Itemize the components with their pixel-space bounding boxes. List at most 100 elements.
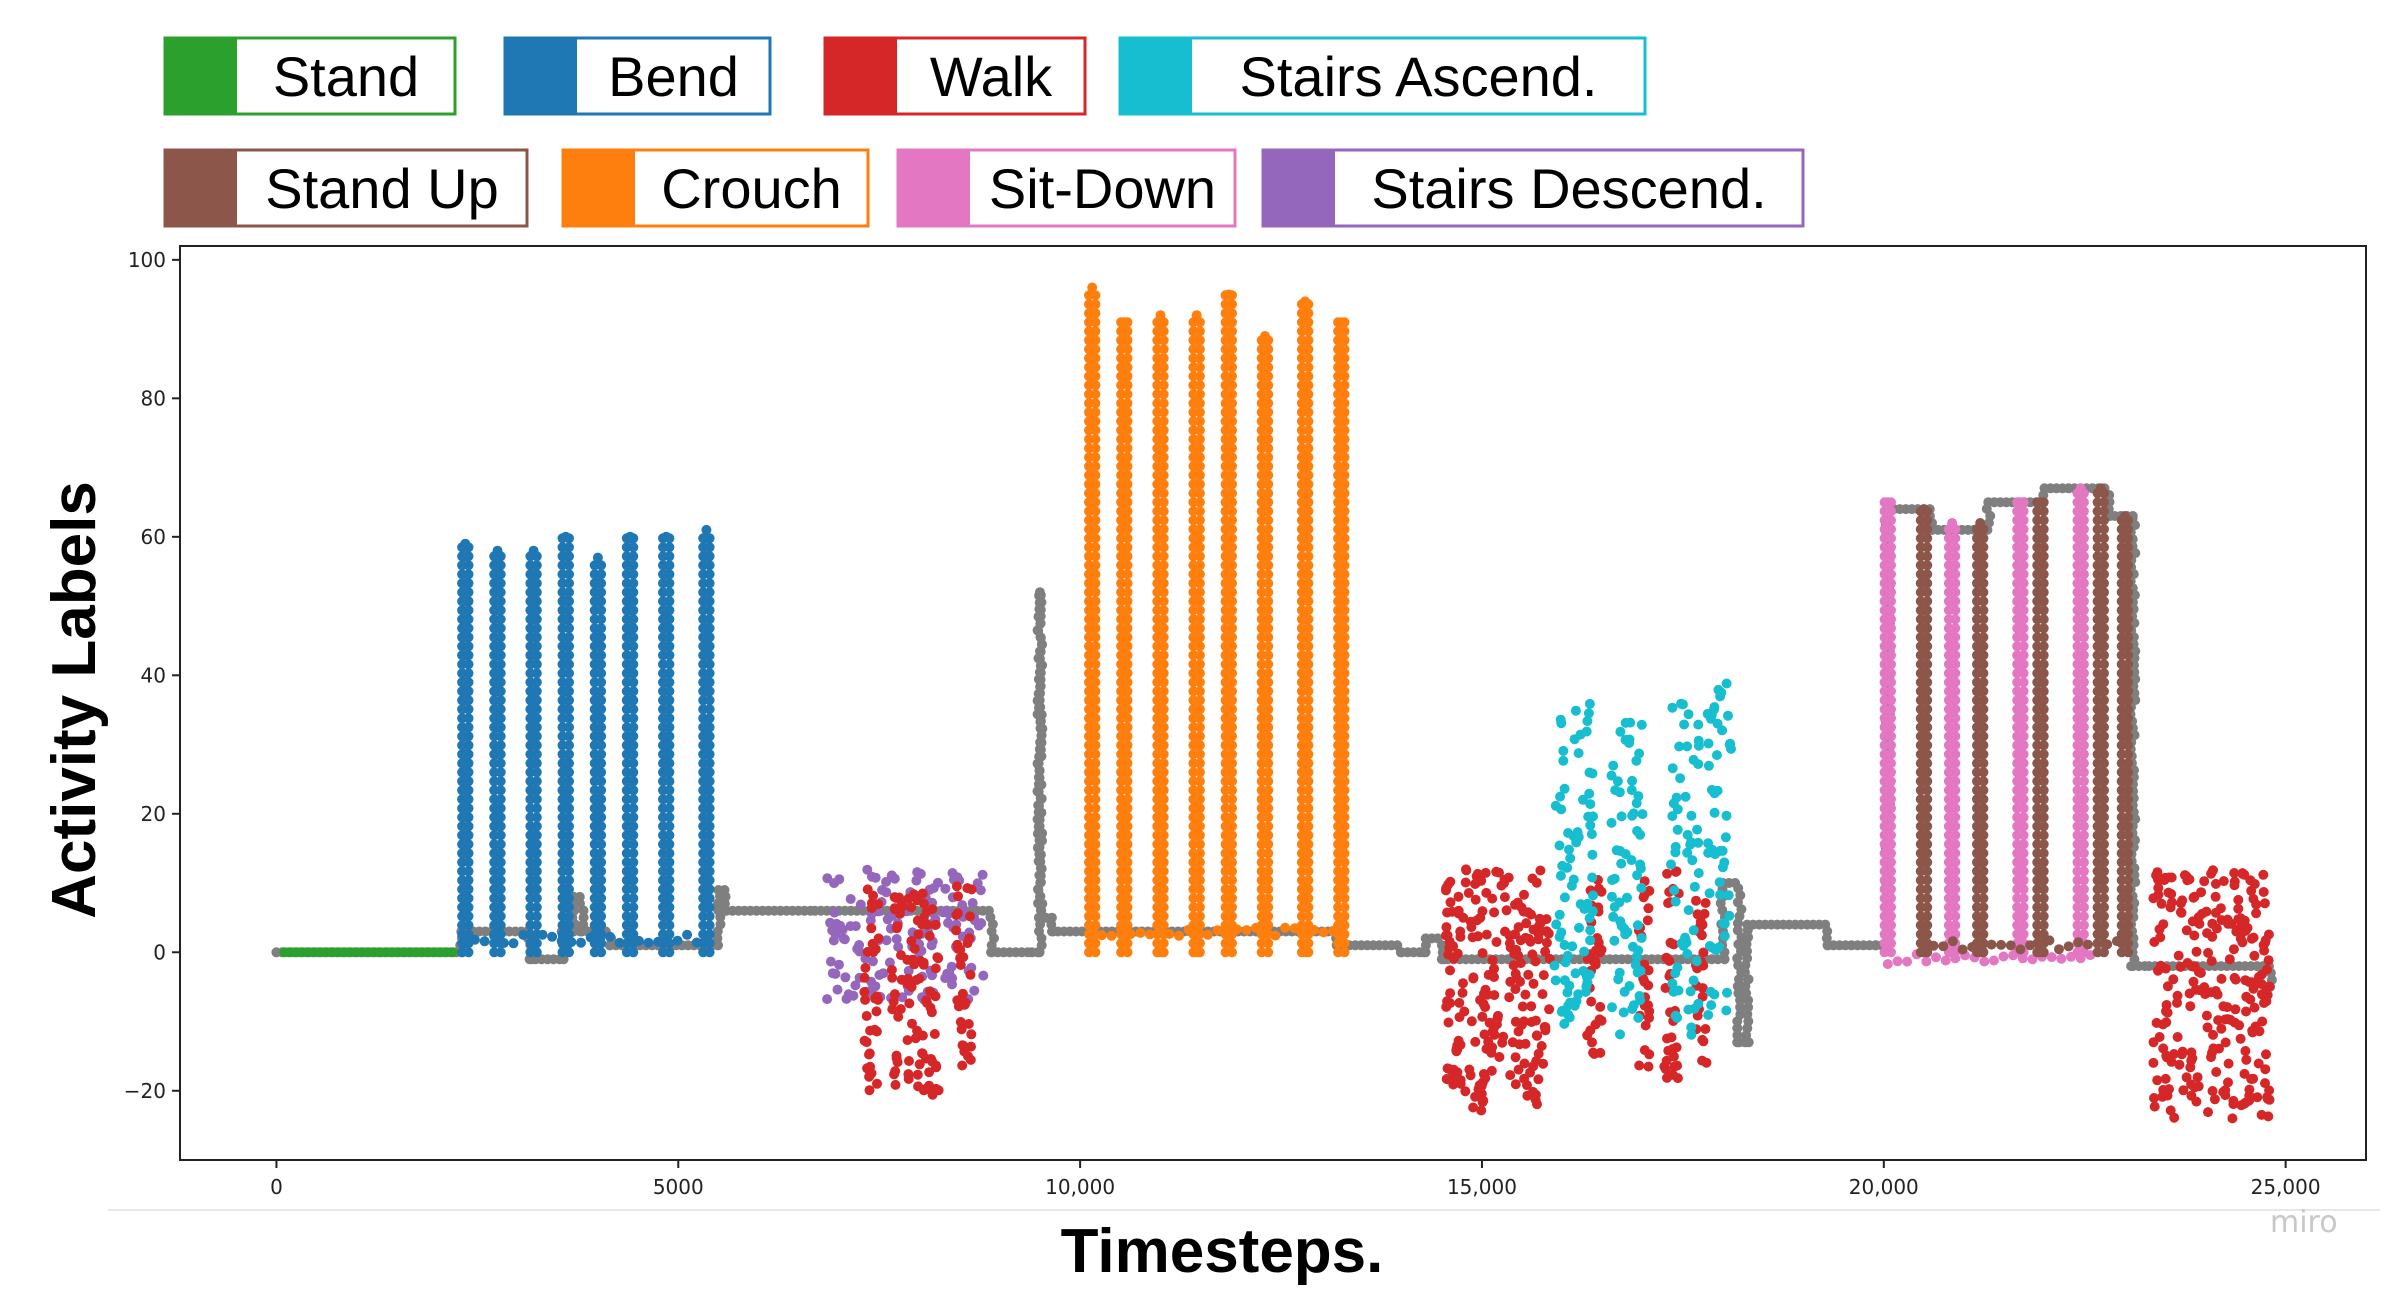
data-point [1686, 1022, 1697, 1033]
data-point [1260, 506, 1270, 517]
data-point [1090, 362, 1101, 373]
data-point [1090, 533, 1101, 544]
data-point [1223, 551, 1234, 562]
data-point [956, 1024, 967, 1035]
data-point [1122, 605, 1133, 616]
data-point [887, 1004, 898, 1015]
data-point [1087, 416, 1098, 427]
data-point [528, 632, 539, 643]
data-point [2193, 912, 2204, 923]
data-point [1263, 641, 1274, 652]
data-point [1263, 569, 1274, 580]
data-point [596, 740, 607, 751]
data-point [592, 641, 603, 652]
data-point [1122, 821, 1133, 832]
data-point [2261, 982, 2272, 993]
data-point [1090, 542, 1101, 553]
data-point [2149, 1101, 2160, 1112]
data-point [1263, 389, 1274, 400]
data-point [1300, 749, 1311, 760]
data-point [661, 731, 672, 742]
data-point [953, 891, 963, 902]
data-point [643, 937, 654, 948]
data-point [1263, 614, 1274, 625]
data-point [2186, 1090, 2197, 1101]
data-point [2234, 923, 2245, 934]
data-point [1461, 865, 1472, 876]
data-point [1476, 1080, 1487, 1091]
data-point [1194, 650, 1205, 661]
data-point [495, 785, 506, 796]
data-point [1533, 1048, 1544, 1059]
data-point [1443, 1017, 1454, 1028]
data-point [1947, 542, 1958, 553]
data-point [2165, 1105, 2176, 1116]
data-point [664, 587, 675, 598]
data-point [1194, 749, 1205, 760]
data-point [1300, 296, 1311, 307]
data-point [2229, 1017, 2240, 1028]
data-point [1474, 871, 1485, 882]
data-point [1303, 542, 1314, 553]
data-point [2259, 898, 2270, 909]
data-point [1191, 929, 1202, 940]
data-point [2259, 945, 2270, 956]
data-point [1479, 1029, 1490, 1040]
data-point [1336, 434, 1347, 445]
data-point [460, 812, 471, 823]
data-point [528, 650, 539, 661]
data-point [943, 908, 954, 919]
data-point [1672, 1060, 1683, 1071]
data-point [1339, 911, 1350, 922]
data-point [1947, 884, 1958, 895]
data-point [492, 578, 503, 589]
data-point [924, 1080, 935, 1091]
data-point [1947, 947, 1958, 958]
data-point [1468, 973, 1479, 984]
data-point [704, 704, 715, 715]
data-point [528, 614, 539, 625]
data-point [926, 1054, 937, 1064]
data-point [1194, 362, 1205, 373]
data-point [1336, 353, 1347, 364]
data-point [661, 758, 672, 769]
data-point [1732, 1023, 1743, 1034]
data-point [460, 767, 471, 778]
data-point [955, 1017, 966, 1027]
data-point [2220, 1085, 2231, 1096]
data-point [1614, 787, 1625, 798]
data-point [1556, 927, 1567, 938]
data-point [1119, 893, 1130, 904]
data-point [628, 947, 639, 958]
data-point [495, 740, 506, 751]
data-point [978, 970, 989, 981]
data-point [1087, 677, 1098, 688]
data-point [1950, 866, 1961, 877]
data-point [1882, 839, 1893, 850]
data-point [1339, 830, 1350, 841]
data-point [1122, 659, 1133, 670]
data-point [2156, 898, 2167, 909]
data-point [822, 873, 833, 884]
data-point [2075, 704, 2086, 715]
data-point [1191, 920, 1202, 931]
data-point [1882, 920, 1893, 931]
data-point [1087, 740, 1098, 751]
data-point [1950, 578, 1961, 589]
data-point [1619, 986, 1630, 997]
data-point [1223, 731, 1234, 742]
data-point [1339, 740, 1350, 751]
legend-label: Stairs Descend. [1371, 157, 1766, 220]
data-point [1191, 569, 1202, 580]
data-point [1119, 803, 1130, 814]
data-point [1223, 839, 1234, 850]
data-point [2252, 1092, 2263, 1103]
data-point [495, 929, 506, 940]
data-point [1336, 686, 1347, 697]
data-point [1090, 299, 1101, 310]
data-point [860, 994, 871, 1005]
data-point [592, 866, 603, 877]
data-point [1303, 686, 1314, 697]
legend-item: Bend [503, 36, 772, 116]
data-point [596, 875, 607, 886]
